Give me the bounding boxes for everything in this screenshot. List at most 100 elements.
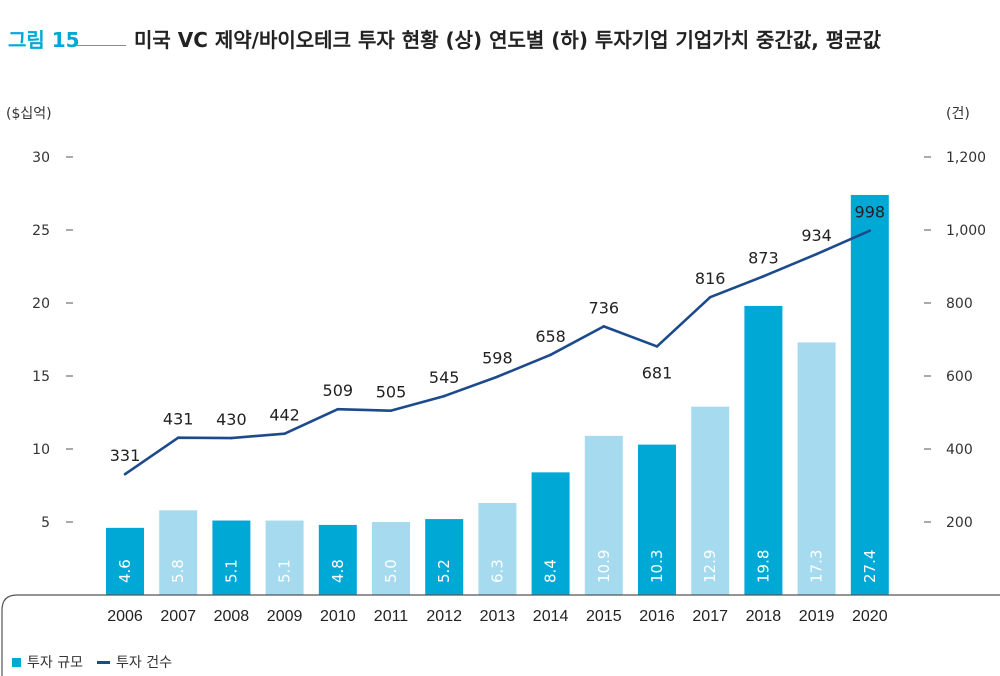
bar-value-label: 5.2 [435, 559, 453, 583]
x-axis-tick-label: 2019 [799, 608, 835, 625]
right-axis-tick-label: 600 [946, 369, 973, 385]
x-axis-tick-label: 2017 [692, 608, 728, 625]
legend-swatch-square-icon [12, 657, 21, 667]
line-point-investment-count [762, 275, 765, 278]
line-value-label: 509 [323, 381, 354, 400]
x-axis-tick-label: 2008 [214, 608, 250, 625]
figure-header: 그림 15 미국 VC 제약/바이오테크 투자 현황 (상) 연도별 (하) 투… [0, 0, 1000, 80]
x-axis-tick-label: 2020 [852, 608, 888, 625]
x-axis-tick-label: 2015 [586, 608, 622, 625]
bar-value-label: 5.0 [382, 559, 400, 583]
x-axis-tick-label: 2009 [267, 608, 303, 625]
line-point-investment-count [496, 375, 499, 379]
left-axis-tick-label: 10 [32, 442, 50, 458]
line-value-label: 331 [110, 446, 141, 465]
x-axis-tick-label: 2010 [320, 608, 356, 625]
right-axis-unit: (건) [946, 106, 970, 122]
line-point-investment-count [708, 295, 712, 299]
legend-label-investment-count: 투자 건수 [115, 655, 172, 671]
left-axis-tick-label: 25 [32, 223, 50, 239]
bar-value-label: 6.3 [488, 559, 506, 583]
chart-legend: 투자 규모 투자 건수 [12, 652, 186, 672]
line-point-investment-count [336, 407, 340, 411]
line-point-investment-count [389, 409, 393, 412]
bar-value-label: 5.8 [169, 559, 187, 583]
line-point-investment-count [655, 345, 659, 348]
bar-value-label: 19.8 [754, 550, 772, 583]
bar-investment-size [797, 342, 836, 595]
bar-investment-size [425, 519, 464, 595]
left-axis-tick-label: 5 [41, 515, 50, 531]
x-axis-tick-label: 2018 [746, 608, 782, 625]
bar-investment-size [265, 520, 304, 595]
x-axis-tick-label: 2016 [639, 608, 675, 625]
line-point-investment-count [549, 353, 552, 357]
line-value-label: 658 [535, 327, 566, 346]
bar-investment-size [531, 472, 570, 595]
bar-value-label: 4.6 [116, 559, 134, 583]
chart-baseline [1, 594, 1000, 676]
bar-investment-size [372, 522, 410, 595]
bar-investment-size [318, 524, 357, 595]
legend-label-investment-size: 투자 규모 [27, 655, 83, 671]
line-value-label: 431 [163, 410, 194, 429]
line-value-label: 934 [801, 226, 832, 245]
right-axis-tick-label: 1,200 [946, 150, 986, 166]
bar-investment-size [584, 435, 623, 595]
figure-title-rule [76, 45, 126, 46]
bar-value-label: 27.4 [861, 550, 879, 583]
figure-label: 그림 15 [8, 28, 80, 52]
bar-value-label: 12.9 [701, 550, 719, 583]
x-axis-tick-label: 2007 [160, 608, 196, 625]
right-axis-tick-label: 1,000 [946, 223, 986, 239]
line-value-label: 442 [269, 406, 300, 425]
line-value-label: 681 [642, 363, 673, 382]
line-point-investment-count [602, 325, 606, 328]
bar-investment-size [159, 510, 198, 595]
line-value-label: 505 [376, 383, 407, 402]
bar-value-label: 10.9 [595, 550, 613, 583]
bar-investment-size [212, 520, 251, 595]
x-axis-tick-label: 2011 [374, 608, 409, 625]
bar-value-label: 4.8 [329, 559, 347, 583]
bar-investment-size [850, 194, 889, 595]
line-point-investment-count [442, 394, 446, 398]
x-axis-tick-label: 2006 [107, 608, 143, 625]
line-point-investment-count [230, 436, 233, 440]
line-value-label: 598 [482, 349, 513, 368]
bar-investment-size [691, 406, 730, 595]
line-point-investment-count [283, 432, 286, 435]
right-axis-tick-label: 200 [946, 515, 973, 531]
legend-item-investment-size: 투자 규모 [12, 652, 83, 672]
line-value-label: 873 [748, 248, 779, 267]
left-axis-tick-label: 15 [32, 369, 50, 385]
legend-line-icon [96, 660, 110, 664]
bar-value-label: 17.3 [808, 550, 826, 583]
left-axis-tick-label: 30 [32, 150, 50, 166]
bar-value-label: 5.1 [222, 559, 240, 583]
line-value-label: 736 [589, 298, 620, 317]
bar-value-label: 8.4 [542, 559, 560, 583]
left-axis-unit: ($십억) [6, 106, 52, 122]
line-point-investment-count [176, 436, 180, 439]
bar-investment-size [478, 503, 517, 595]
bar-value-label: 5.1 [276, 559, 294, 583]
x-axis-tick-label: 2014 [533, 608, 569, 625]
x-axis-tick-label: 2012 [426, 608, 462, 625]
bar-investment-size [744, 305, 783, 595]
line-point-investment-count [123, 472, 127, 476]
right-axis-tick-label: 800 [946, 296, 973, 312]
left-axis-tick-label: 20 [32, 296, 50, 312]
line-value-label: 998 [855, 203, 886, 222]
bar-value-label: 10.3 [648, 550, 666, 583]
legend-item-investment-count: 투자 건수 [96, 652, 172, 672]
line-value-label: 816 [695, 269, 726, 288]
line-point-investment-count [868, 229, 872, 233]
line-value-label: 545 [429, 368, 460, 387]
line-point-investment-count [815, 252, 818, 256]
x-axis-tick-label: 2013 [480, 608, 516, 625]
line-value-label: 430 [216, 410, 247, 429]
bar-investment-size [638, 444, 676, 595]
bar-investment-size [106, 527, 144, 595]
